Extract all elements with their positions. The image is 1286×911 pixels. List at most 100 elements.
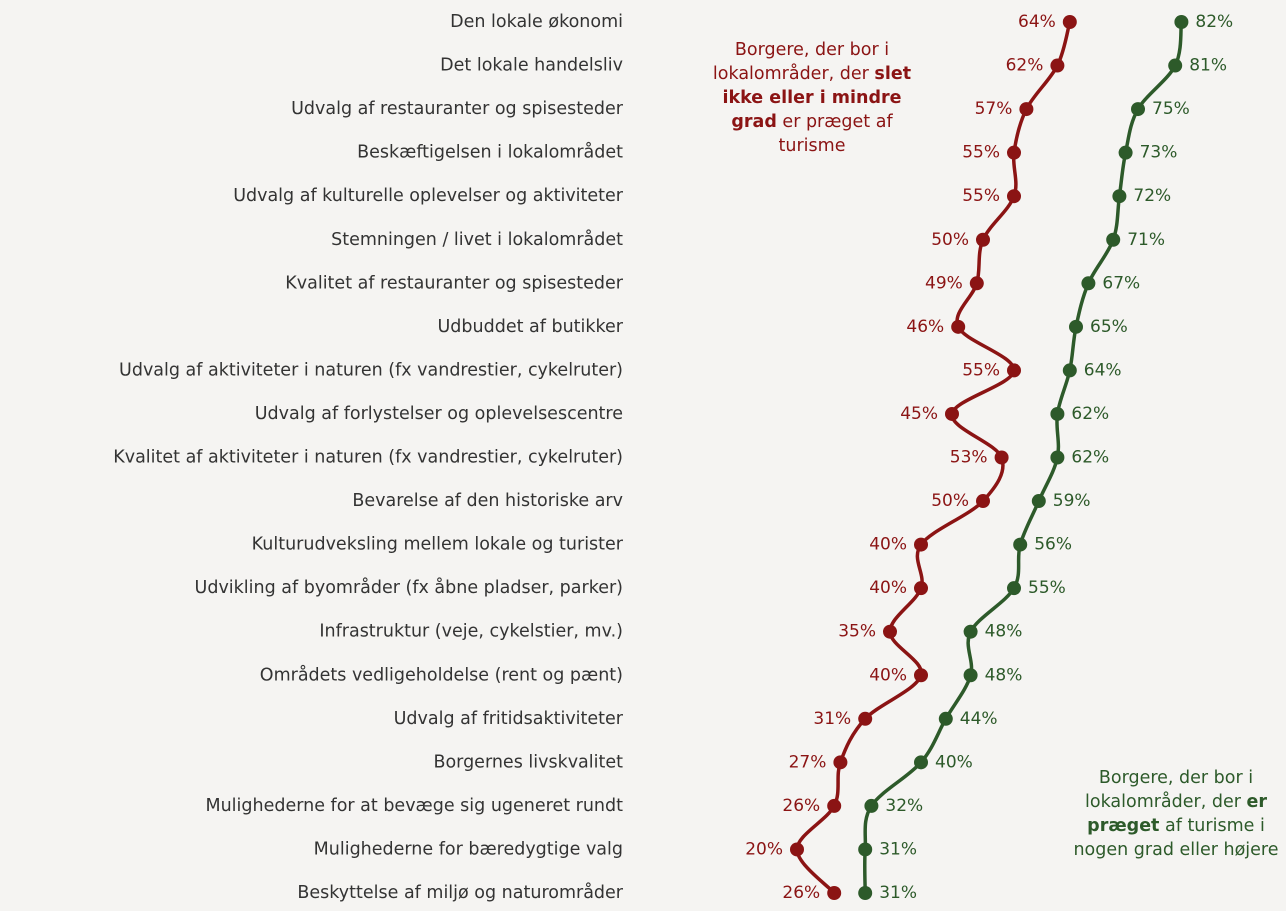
value-label: 27% bbox=[789, 752, 827, 772]
point bbox=[1118, 145, 1133, 160]
category-label: Mulighederne for at bevæge sig ugeneret … bbox=[205, 796, 623, 816]
value-label: 44% bbox=[960, 709, 998, 729]
point bbox=[1069, 319, 1083, 334]
annotation-text: slet ikke eller i mindre grad bbox=[722, 64, 912, 132]
category-label: Områdets vedligeholdelse (rent og pænt) bbox=[260, 664, 623, 685]
point bbox=[1112, 189, 1127, 204]
point bbox=[938, 711, 953, 726]
point bbox=[1007, 581, 1021, 596]
point bbox=[833, 755, 848, 770]
point bbox=[1168, 58, 1183, 73]
point bbox=[1131, 102, 1145, 117]
value-label: 81% bbox=[1189, 56, 1227, 76]
value-label: 53% bbox=[950, 448, 988, 468]
category-label: Kulturudveksling mellem lokale og turist… bbox=[252, 535, 624, 555]
value-label: 46% bbox=[906, 317, 944, 337]
point bbox=[790, 842, 804, 857]
category-label: Kvalitet af restauranter og spisesteder bbox=[285, 273, 624, 293]
point bbox=[1007, 189, 1021, 204]
point bbox=[963, 668, 978, 683]
value-label: 48% bbox=[985, 665, 1023, 685]
value-label: 65% bbox=[1090, 317, 1128, 337]
value-label: 26% bbox=[782, 796, 820, 816]
annotation: Borgere, der bor i lokalområder, der er … bbox=[1066, 766, 1286, 862]
value-label: 31% bbox=[879, 839, 917, 859]
point bbox=[1106, 232, 1121, 247]
value-label: 55% bbox=[962, 360, 1000, 380]
value-label: 72% bbox=[1133, 186, 1171, 206]
value-label: 73% bbox=[1140, 143, 1178, 163]
value-label: 55% bbox=[1028, 578, 1066, 598]
category-label: Udvalg af restauranter og spisesteder bbox=[291, 99, 624, 119]
point bbox=[969, 276, 984, 291]
value-label: 50% bbox=[931, 491, 969, 511]
annotation-text: Borgere, der bor i lokalområder, der bbox=[712, 40, 890, 84]
point bbox=[994, 450, 1009, 465]
value-label: 40% bbox=[935, 752, 973, 772]
point bbox=[858, 842, 873, 857]
value-label: 59% bbox=[1053, 491, 1091, 511]
category-label: Udvalg af fritidsaktiviteter bbox=[394, 709, 624, 729]
point bbox=[1062, 15, 1077, 29]
value-label: 55% bbox=[962, 186, 1000, 206]
category-label: Udvalg af kulturelle oplevelser og aktiv… bbox=[233, 186, 624, 206]
value-label: 31% bbox=[813, 709, 851, 729]
category-label: Bevarelse af den historiske arv bbox=[352, 491, 623, 511]
value-label: 82% bbox=[1195, 12, 1233, 32]
annotation-text: Borgere, der bor i lokalområder, der bbox=[1085, 768, 1254, 812]
value-label: 62% bbox=[1071, 404, 1109, 424]
value-label: 35% bbox=[838, 622, 876, 642]
point bbox=[914, 581, 928, 596]
point bbox=[1013, 537, 1028, 552]
point bbox=[883, 624, 897, 639]
value-label: 50% bbox=[931, 230, 969, 250]
point bbox=[1050, 450, 1065, 465]
point bbox=[1050, 58, 1065, 73]
value-label: 40% bbox=[869, 535, 907, 555]
category-label: Borgernes livskvalitet bbox=[433, 752, 623, 772]
value-label: 45% bbox=[900, 404, 938, 424]
value-label: 57% bbox=[975, 99, 1013, 119]
value-label: 49% bbox=[925, 273, 963, 293]
point bbox=[976, 494, 990, 509]
category-label: Udvalg af forlystelser og oplevelsescent… bbox=[255, 404, 623, 424]
value-label: 64% bbox=[1018, 12, 1056, 32]
point bbox=[858, 886, 873, 900]
category-label: Udbuddet af butikker bbox=[437, 317, 623, 337]
value-label: 40% bbox=[869, 665, 907, 685]
point bbox=[1031, 494, 1046, 509]
value-label: 48% bbox=[985, 622, 1023, 642]
value-label: 26% bbox=[782, 883, 820, 903]
point bbox=[914, 755, 928, 770]
category-label: Stemningen / livet i lokalområdet bbox=[331, 229, 623, 250]
category-label: Mulighederne for bæredygtige valg bbox=[314, 839, 623, 859]
point bbox=[963, 624, 978, 639]
point bbox=[827, 886, 842, 900]
annotation-text: er præget af turisme bbox=[776, 112, 893, 156]
point bbox=[914, 537, 928, 552]
category-label: Udvalg af aktiviteter i naturen (fx vand… bbox=[119, 360, 623, 380]
point bbox=[827, 798, 842, 813]
annotation-text: af turisme i nogen grad eller højere bbox=[1073, 816, 1279, 860]
point bbox=[1019, 102, 1034, 117]
value-label: 40% bbox=[869, 578, 907, 598]
point bbox=[914, 668, 928, 683]
value-label: 55% bbox=[962, 143, 1000, 163]
value-label: 56% bbox=[1034, 535, 1072, 555]
value-label: 75% bbox=[1152, 99, 1190, 119]
point bbox=[858, 711, 873, 726]
value-label: 71% bbox=[1127, 230, 1165, 250]
point bbox=[1081, 276, 1096, 291]
category-label: Udvikling af byområder (fx åbne pladser,… bbox=[195, 577, 623, 598]
category-label: Infrastruktur (veje, cykelstier, mv.) bbox=[319, 622, 623, 642]
value-label: 62% bbox=[1071, 448, 1109, 468]
point bbox=[945, 406, 959, 421]
value-label: 67% bbox=[1102, 273, 1140, 293]
point bbox=[1174, 15, 1189, 29]
point bbox=[976, 232, 990, 247]
category-label: Beskæftigelsen i lokalområdet bbox=[357, 142, 623, 163]
value-label: 31% bbox=[879, 883, 917, 903]
point bbox=[1007, 363, 1021, 378]
